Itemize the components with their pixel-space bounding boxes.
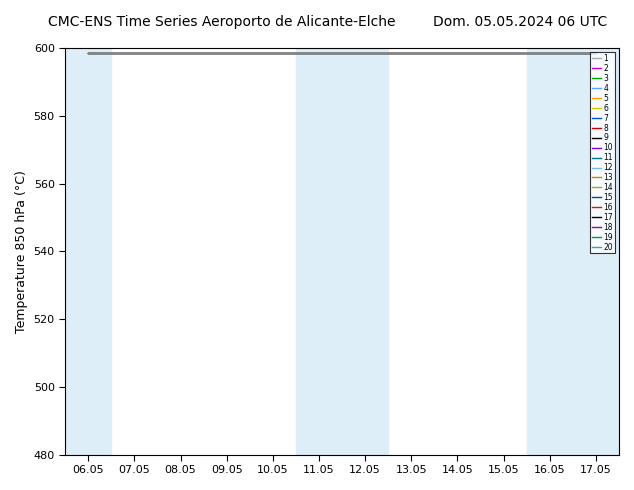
Legend: 1, 2, 3, 4, 5, 6, 7, 8, 9, 10, 11, 12, 13, 14, 15, 16, 17, 18, 19, 20: 1, 2, 3, 4, 5, 6, 7, 8, 9, 10, 11, 12, 1… <box>590 52 615 253</box>
Bar <box>296 49 388 455</box>
Y-axis label: Temperature 850 hPa (°C): Temperature 850 hPa (°C) <box>15 170 28 333</box>
Text: Dom. 05.05.2024 06 UTC: Dom. 05.05.2024 06 UTC <box>433 15 607 29</box>
Text: CMC-ENS Time Series Aeroporto de Alicante-Elche: CMC-ENS Time Series Aeroporto de Alicant… <box>48 15 396 29</box>
Bar <box>527 49 619 455</box>
Bar <box>65 49 112 455</box>
